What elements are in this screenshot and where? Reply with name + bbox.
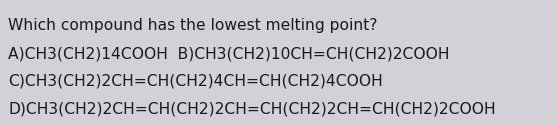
Text: D)CH3(CH2)2CH=CH(CH2)2CH=CH(CH2)2CH=CH(CH2)2COOH: D)CH3(CH2)2CH=CH(CH2)2CH=CH(CH2)2CH=CH(C… bbox=[8, 101, 496, 117]
Text: Which compound has the lowest melting point?: Which compound has the lowest melting po… bbox=[8, 18, 378, 33]
Text: A)CH3(CH2)14COOH  B)CH3(CH2)10CH=CH(CH2)2COOH: A)CH3(CH2)14COOH B)CH3(CH2)10CH=CH(CH2)2… bbox=[8, 46, 450, 61]
Text: C)CH3(CH2)2CH=CH(CH2)4CH=CH(CH2)4COOH: C)CH3(CH2)2CH=CH(CH2)4CH=CH(CH2)4COOH bbox=[8, 74, 383, 89]
